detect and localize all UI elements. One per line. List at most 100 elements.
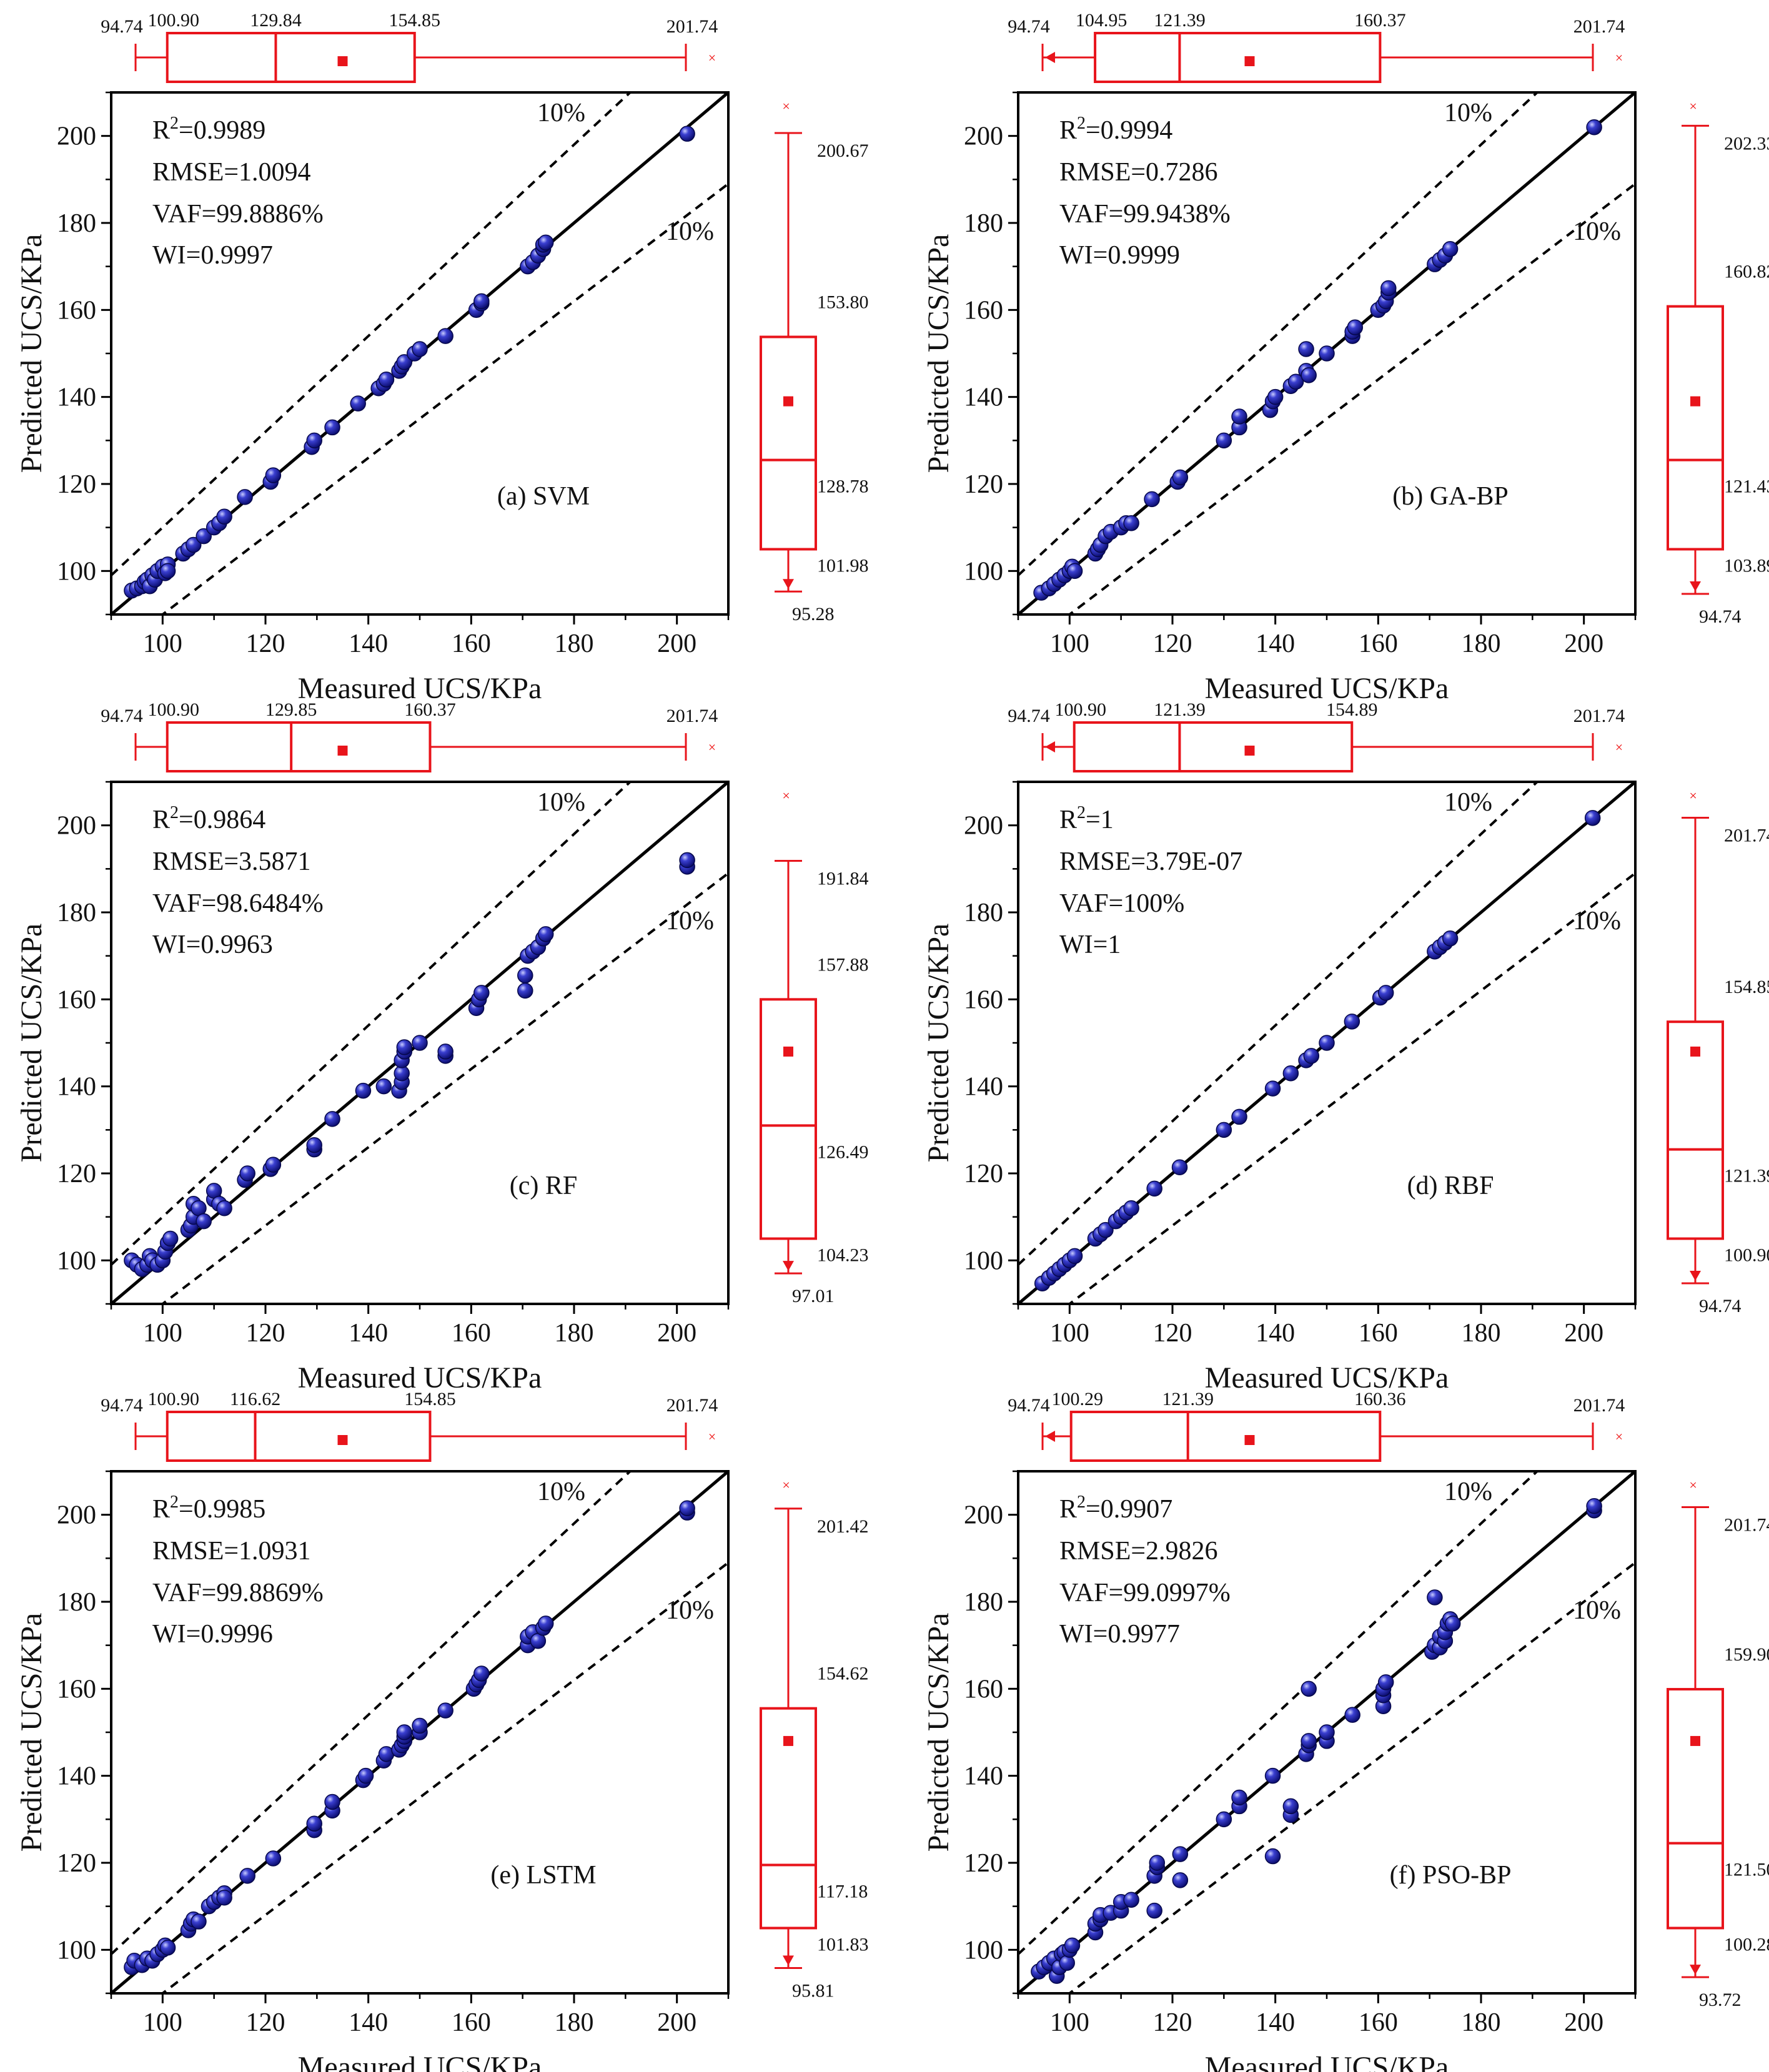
x-box-median-label: 121.39 — [1162, 1389, 1214, 1409]
y-box-q1-label: 101.83 — [817, 1935, 869, 1955]
y-tick-label: 120 — [57, 1160, 96, 1188]
x-box-mean — [337, 56, 348, 66]
x-tick-label: 100 — [1050, 1319, 1089, 1348]
lower-band-label: 10% — [666, 907, 714, 935]
data-point — [1301, 1680, 1317, 1697]
y-box-median-label: 117.18 — [817, 1881, 868, 1902]
data-point — [1347, 319, 1364, 335]
data-point — [1301, 367, 1317, 383]
data-point — [324, 1793, 340, 1810]
y-box-arrow — [783, 579, 794, 590]
x-tick-label: 160 — [452, 1319, 491, 1348]
y-boxplot: × 200.67 153.80 128.78 101.98 95.28 — [760, 102, 869, 624]
panel-label: (b) GA-BP — [1392, 482, 1509, 511]
x-box-q3-label: 154.89 — [1326, 699, 1378, 720]
x-box-min-label: 94.74 — [1008, 16, 1050, 37]
data-point — [159, 563, 176, 580]
data-point — [1344, 1707, 1360, 1723]
y-tick-label: 100 — [964, 1936, 1003, 1965]
data-point — [1301, 1733, 1317, 1749]
y-box-median-label: 121.50 — [1724, 1860, 1769, 1880]
panel-label: (d) RBF — [1407, 1172, 1494, 1200]
x-box-iqr — [1073, 721, 1354, 772]
lower-10pct-line — [161, 1561, 728, 1993]
x-box-iqr — [1094, 32, 1382, 83]
y-box-q3-label: 157.88 — [817, 954, 869, 975]
data-point — [537, 1616, 554, 1632]
data-point — [1172, 1872, 1189, 1888]
x-tick-label: 120 — [1153, 2008, 1192, 2037]
data-point — [265, 1850, 282, 1867]
x-tick-label: 140 — [349, 1319, 388, 1348]
data-point — [1377, 985, 1394, 1001]
data-point — [239, 1165, 255, 1182]
data-point — [396, 1724, 413, 1740]
panel-0: 100 120 140 160 180 200 100 120 140 160 180 200 Meas… — [15, 10, 869, 705]
vaf-text: VAF=99.8886% — [152, 200, 324, 229]
lower-10pct-line — [1068, 872, 1635, 1304]
data-point — [306, 1137, 322, 1153]
x-tick-label: 120 — [246, 1319, 285, 1348]
y-axis-title: Predicted UCS/KPa — [15, 1613, 48, 1852]
panel-label: (f) PSO-BP — [1390, 1861, 1512, 1890]
y-box-q3-label: 153.80 — [817, 292, 869, 313]
data-point — [1146, 1180, 1162, 1197]
x-axis-title: Measured UCS/KPa — [298, 672, 542, 705]
x-boxplot: × 94.74 100.90 116.62 154.85 201.74 — [101, 1389, 718, 1462]
y-box-q3-label: 160.82 — [1724, 262, 1769, 282]
x-axis-title: Measured UCS/KPa — [1205, 2051, 1449, 2072]
x-tick-label: 100 — [1050, 629, 1089, 658]
data-point — [1377, 1674, 1394, 1690]
x-box-arrow — [1045, 52, 1056, 63]
x-tick-label: 120 — [246, 629, 285, 658]
data-point — [537, 234, 554, 251]
y-box-mean — [783, 1046, 793, 1057]
x-tick-label: 160 — [1359, 2008, 1398, 2037]
data-point — [1066, 563, 1083, 580]
data-point — [265, 467, 282, 483]
panel-5: 100 120 140 160 180 200 100 120 140 160 180 200 Meas… — [922, 1389, 1769, 2072]
data-point — [1264, 1767, 1281, 1784]
data-points — [1033, 119, 1602, 601]
r2-text: R2=0.9864 — [152, 803, 265, 834]
y-tick-label: 120 — [964, 1849, 1003, 1878]
data-point — [1216, 432, 1232, 449]
x-box-max-label: 201.74 — [666, 16, 718, 37]
data-points — [124, 1500, 695, 1975]
x-boxplot: × 94.74 100.90 121.39 154.89 201.74 — [1008, 699, 1625, 772]
y-tick-label: 140 — [964, 383, 1003, 412]
y-box-top-label: 201.42 — [817, 1516, 869, 1537]
wi-text: WI=1 — [1059, 930, 1121, 959]
rmse-text: RMSE=3.5871 — [152, 847, 311, 876]
data-point — [1144, 491, 1160, 508]
x-box-q1-label: 100.90 — [1054, 699, 1106, 720]
x-box-marker: × — [1615, 739, 1623, 755]
y-tick-label: 200 — [57, 812, 96, 841]
y-boxplot: × 201.42 154.62 117.18 101.83 95.81 — [760, 1481, 869, 2001]
y-tick-label: 180 — [964, 209, 1003, 238]
data-point — [162, 1230, 179, 1247]
data-point — [473, 1665, 490, 1682]
data-point — [1231, 1789, 1247, 1806]
data-point — [239, 1868, 255, 1884]
x-box-median-label: 121.39 — [1154, 699, 1206, 720]
data-point — [537, 926, 554, 942]
data-point — [1231, 1108, 1247, 1125]
data-point — [216, 508, 232, 525]
x-box-arrow — [1045, 741, 1056, 752]
data-point — [1066, 1248, 1083, 1265]
data-point — [679, 852, 695, 869]
rmse-text: RMSE=3.79E-07 — [1059, 847, 1242, 876]
lower-band-label: 10% — [1573, 217, 1621, 246]
y-box-marker: × — [778, 102, 794, 110]
y-box-mean — [783, 396, 793, 407]
y-tick-label: 120 — [964, 470, 1003, 499]
x-box-q3-label: 160.37 — [404, 699, 456, 720]
data-point — [1264, 1080, 1281, 1097]
data-point — [473, 293, 490, 310]
reference-lines — [1018, 92, 1635, 614]
y-boxplot: × 201.74 159.90 121.50 100.28 93.72 — [1667, 1481, 1769, 2010]
r2-text: R2=0.9985 — [152, 1492, 265, 1524]
data-point — [1059, 1955, 1075, 1971]
